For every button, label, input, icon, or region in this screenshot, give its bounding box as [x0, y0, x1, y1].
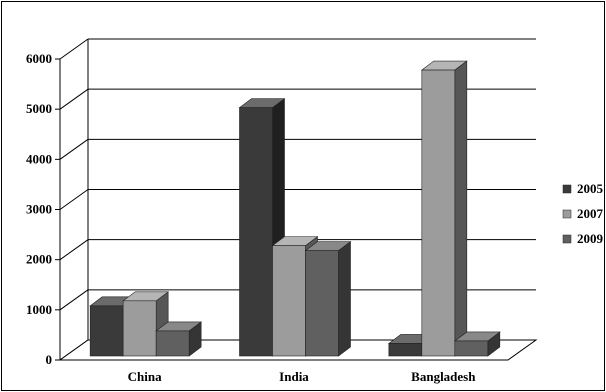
x-tick-label: India — [279, 369, 309, 384]
legend-label: 2007 — [577, 206, 604, 221]
bar-front — [454, 340, 489, 357]
bars-layer — [89, 60, 501, 357]
gridline-diagonal — [59, 189, 89, 210]
gridline-diagonal — [59, 289, 89, 311]
gridline-diagonal — [59, 88, 89, 110]
axis-layer: China India Bangladesh 0 1000 2000 3000 4000 500… — [26, 51, 476, 384]
bar-india-2009 — [304, 241, 352, 357]
legend-item-2005: 2005 — [562, 181, 604, 196]
y-tick-label: 1000 — [26, 302, 52, 317]
y-tick-label: 0 — [46, 352, 53, 367]
y-tick-label: 4000 — [26, 151, 52, 166]
x-tick-label: Bangladesh — [411, 369, 476, 384]
legend-item-2007: 2007 — [562, 206, 604, 221]
bar-front — [89, 305, 124, 357]
bar-front — [421, 69, 456, 357]
y-tick-label: 2000 — [26, 252, 52, 267]
gridline-diagonal — [59, 239, 89, 261]
gridline-diagonal — [59, 138, 89, 160]
bar-side — [338, 241, 351, 357]
legend-item-2009: 2009 — [562, 231, 604, 246]
bar-front — [155, 330, 190, 357]
bar-bangladesh-2009 — [453, 331, 501, 357]
y-tick-label: 3000 — [26, 202, 52, 217]
legend-label: 2009 — [577, 231, 604, 246]
legend: 2005 2007 2009 — [562, 181, 604, 246]
bar-bangladesh-2007 — [420, 60, 468, 357]
y-tick-label: 6000 — [26, 51, 52, 66]
y-tick-label: 5000 — [26, 101, 52, 116]
gridline-diagonal — [59, 38, 89, 60]
bar-front — [122, 300, 157, 357]
bar-front — [239, 107, 273, 357]
bar-front — [272, 245, 306, 357]
legend-label: 2005 — [577, 181, 604, 196]
legend-swatch — [562, 209, 572, 219]
bar-china-2007 — [122, 291, 170, 357]
bar-front — [388, 343, 423, 357]
legend-swatch — [562, 234, 572, 244]
x-tick-label: China — [128, 369, 162, 384]
legend-swatch — [562, 184, 572, 194]
bar-side — [454, 60, 468, 357]
bar-front — [305, 250, 339, 357]
bar-china-2009 — [155, 321, 203, 357]
